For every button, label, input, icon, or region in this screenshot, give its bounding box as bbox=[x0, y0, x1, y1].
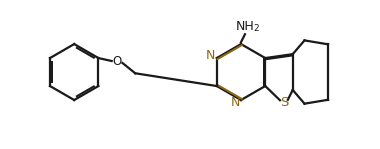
Text: N: N bbox=[206, 49, 215, 62]
Text: 2: 2 bbox=[253, 24, 259, 33]
Text: S: S bbox=[280, 96, 288, 109]
Text: O: O bbox=[112, 55, 122, 69]
Text: N: N bbox=[230, 96, 240, 110]
Text: NH: NH bbox=[236, 20, 254, 33]
